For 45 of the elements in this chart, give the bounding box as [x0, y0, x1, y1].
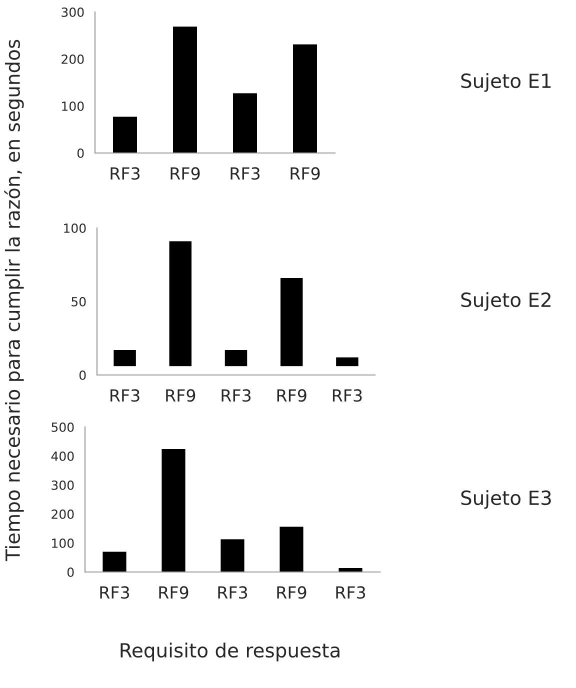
y-tick-label: 200 [62, 54, 84, 64]
y-tick-label: 0 [77, 148, 84, 158]
bar [113, 116, 137, 153]
bar [293, 44, 317, 153]
x-tick-label: RF3 [218, 586, 248, 599]
y-tick-label: 300 [62, 7, 84, 17]
y-tick-label: 200 [52, 509, 74, 519]
x-tick-label: RF3 [222, 389, 251, 402]
y-tick-label: 50 [72, 296, 86, 306]
x-tick-label: RF3 [110, 167, 140, 180]
bar [162, 449, 186, 572]
x-tick-label: RF9 [277, 389, 306, 402]
x-tick-label: RF9 [290, 167, 320, 180]
bar [173, 26, 197, 153]
y-tick-label: 100 [52, 538, 74, 548]
x-tick-label: RF3 [110, 389, 140, 402]
text: Sujeto E2 [461, 292, 550, 311]
x-tick-label: RF3 [332, 389, 362, 402]
bar [102, 552, 126, 572]
y-tick-label: 400 [51, 451, 74, 461]
y-tick-label: 300 [52, 480, 74, 490]
x-axis-title: Requisito de respuesta [120, 642, 340, 662]
bar [233, 93, 257, 153]
bar [169, 241, 192, 366]
bar [220, 539, 244, 572]
text: Sujeto E3 [461, 490, 551, 509]
y-axis-title: Tiempo necesario para cumplir la razón, en segundos [4, 40, 24, 562]
x-tick-label: RF3 [230, 167, 260, 180]
x-tick-label: RF9 [277, 586, 306, 599]
y-tick-label: 0 [79, 370, 86, 380]
x-tick-label: RF3 [100, 586, 130, 599]
y-tick-label: 100 [62, 101, 84, 111]
x-tick-label: RF9 [170, 167, 200, 180]
x-tick-label: RF3 [336, 586, 366, 599]
x-tick-label: RF9 [166, 389, 196, 402]
x-tick-label: RF9 [159, 586, 188, 599]
bar [280, 278, 303, 366]
y-tick-label: 500 [52, 422, 74, 432]
bar [280, 526, 304, 572]
y-tick-label: 100 [64, 223, 86, 233]
bar [336, 357, 358, 366]
y-tick-label: 0 [67, 567, 74, 577]
bar [224, 350, 248, 366]
text: Sujeto E1 [461, 73, 551, 92]
bar [114, 350, 136, 366]
